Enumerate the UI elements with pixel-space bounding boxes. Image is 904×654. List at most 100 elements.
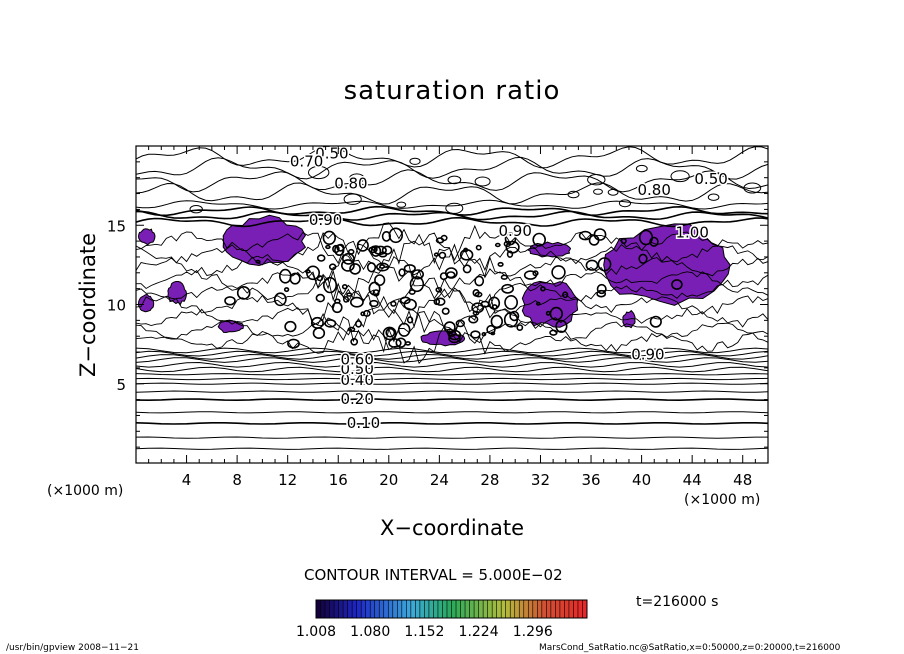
colorbar-cell (388, 600, 394, 618)
contour-label: 0.20 (340, 390, 373, 408)
eddy-contour (404, 341, 412, 346)
eddy-contour (440, 234, 448, 242)
eddy-contour (488, 296, 501, 310)
eddy-contour (283, 287, 290, 293)
eddy-contour (671, 279, 683, 290)
colorbar-cell (478, 600, 484, 618)
footer-source-file: MarsCond_SatRatio.nc@SatRatio,x=0:50000,… (539, 643, 841, 653)
contour-label: 0.90 (309, 211, 342, 229)
colorbar-cell (546, 600, 552, 618)
colorbar-cell (555, 600, 561, 618)
contour-label: 0.80 (637, 181, 670, 199)
contour-line-mid-5 (136, 255, 768, 302)
colorbar-cell (582, 600, 588, 618)
x-tick-label: 36 (581, 471, 600, 489)
eddy-contour (506, 250, 514, 258)
contour-line-low-1 (136, 436, 768, 439)
colorbar-cell (424, 600, 430, 618)
upper-eddy-contour (707, 193, 720, 201)
colorbar-cell (419, 600, 425, 618)
eddy-contour (255, 259, 261, 264)
eddy-contour (398, 268, 406, 277)
eddy-contour (381, 245, 393, 255)
colorbar-cell (460, 600, 466, 618)
colorbar-cell (528, 600, 534, 618)
x-tick-label: 4 (182, 471, 192, 489)
eddy-contour (406, 316, 414, 324)
eddy-contour (596, 283, 607, 295)
eddy-contour (341, 284, 348, 290)
eddy-contour (278, 268, 292, 284)
colorbar-frame (315, 599, 588, 619)
colorbar-cell (559, 600, 565, 618)
eddy-contour (470, 330, 481, 339)
eddy-contour (409, 276, 425, 293)
eddy-contour (649, 315, 662, 328)
contour-label: 0.70 (290, 152, 323, 170)
contour-line-low-10 (136, 361, 768, 368)
eddy-contour (390, 300, 397, 307)
y-tick-label: 15 (107, 217, 126, 235)
eddy-contour (433, 252, 440, 257)
eddy-contour (399, 296, 411, 305)
eddy-contour (438, 251, 447, 259)
colorbar-cell (537, 600, 543, 618)
colorbar-cell (514, 600, 520, 618)
x-tick-label: 16 (329, 471, 348, 489)
colorbar-cell (568, 600, 574, 618)
colorbar-tick-label: 1.224 (459, 624, 499, 640)
upper-eddy-contour (189, 205, 203, 214)
eddy-contour (284, 320, 297, 333)
colorbar-cell (487, 600, 493, 618)
eddy-contour (549, 329, 558, 336)
eddy-contour (322, 230, 336, 246)
colorbar-cell (397, 600, 403, 618)
contour-label: 0.80 (334, 175, 367, 193)
eddy-contour (347, 326, 356, 333)
eddy-contour (341, 252, 355, 265)
eddy-contour (356, 239, 369, 252)
colorbar-cell (370, 600, 376, 618)
eddy-contour (448, 333, 461, 344)
colorbar-cell (523, 600, 529, 618)
contour-line-low-5 (136, 390, 768, 393)
colorbar-cell (451, 600, 457, 618)
contour-line-low-0 (136, 447, 768, 450)
eddy-contour (411, 269, 424, 280)
eddy-contour (334, 244, 345, 256)
eddy-contour (638, 253, 648, 264)
colorbar-cell (446, 600, 452, 618)
colorbar-cell (469, 600, 475, 618)
colorbar-cell (379, 600, 385, 618)
colorbar-cell (343, 600, 348, 618)
eddy-contour (481, 332, 487, 337)
x-tick-label: 32 (531, 471, 550, 489)
eddy-contour (441, 307, 450, 315)
eddy-contour (532, 232, 547, 247)
contour-label: 0.50 (315, 144, 348, 162)
eddy-contour (333, 298, 341, 304)
eddy-contour (354, 320, 362, 328)
colorbar-cell (483, 600, 488, 618)
colorbar-cell (456, 600, 461, 618)
colorbar-cell (532, 600, 538, 618)
contour-label: 0.60 (340, 351, 373, 369)
eddy-contour (403, 298, 417, 311)
colorbar-cell (496, 600, 502, 618)
eddy-contour (490, 314, 503, 329)
eddy-contour (349, 263, 361, 275)
upper-eddy-contour (474, 176, 491, 187)
contour-line-low-7 (136, 377, 768, 381)
eddy-contour (379, 264, 386, 269)
contour-line-mid-8 (136, 222, 768, 265)
upper-eddy-contour (343, 193, 362, 205)
colorbar-tick-label: 1.152 (404, 624, 444, 640)
upper-eddy-contour (607, 188, 619, 196)
shaded-region-6 (603, 223, 731, 306)
colorbar-cell (352, 600, 357, 618)
eddy-contour (350, 337, 359, 346)
eddy-contour (370, 245, 378, 252)
eddy-contour (504, 232, 517, 246)
x-tick-label: 20 (379, 471, 398, 489)
colorbar-cell (356, 600, 362, 618)
